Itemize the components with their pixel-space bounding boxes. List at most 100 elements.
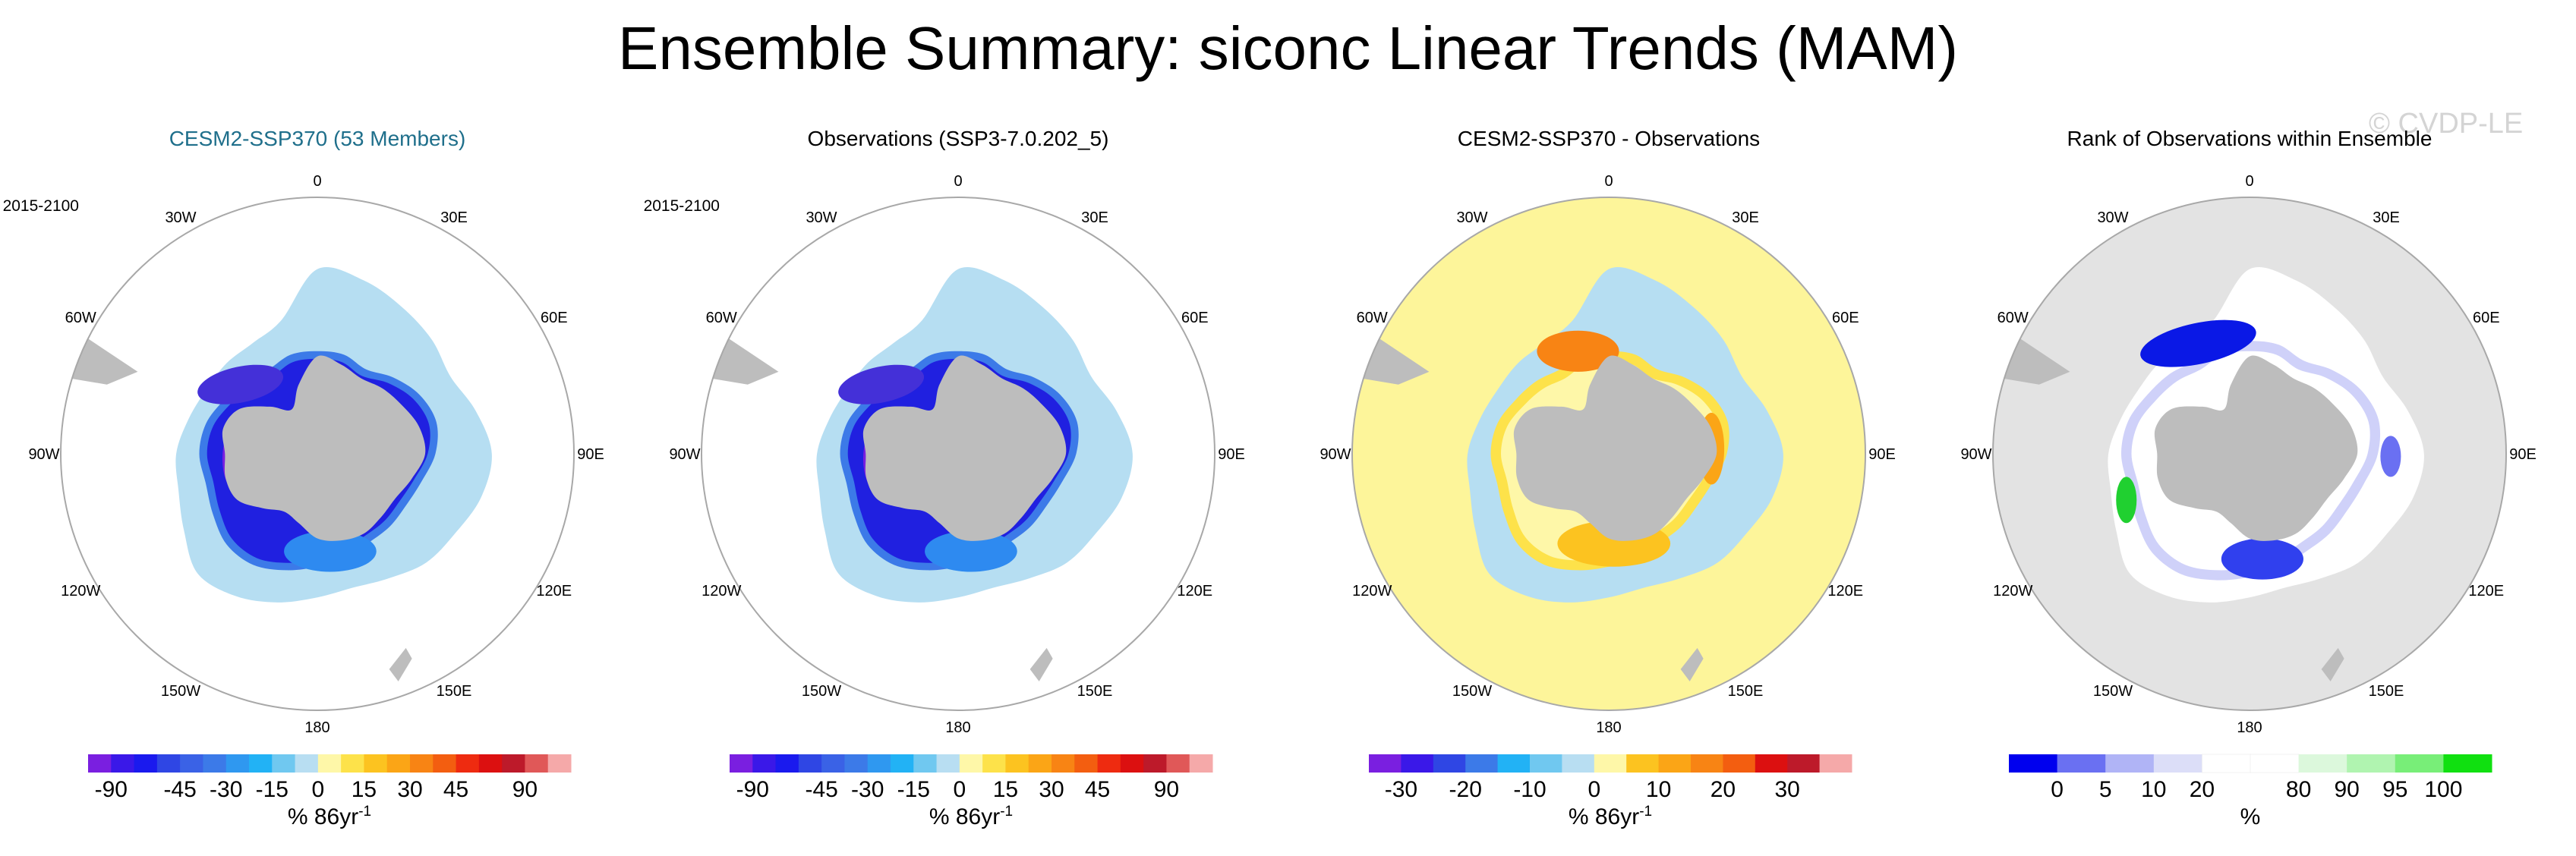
lon-label: 150W: [161, 683, 200, 700]
weddell-rank-low: [2140, 319, 2256, 367]
colorbar-swatch: [1052, 754, 1075, 773]
colorbar-swatch: [2395, 754, 2444, 773]
colorbar-tick-label: 15: [993, 777, 1018, 802]
colorbar-swatch: [1028, 754, 1052, 773]
period-label: 2015-2100: [3, 197, 79, 215]
colorbar-tick-label: 0: [312, 777, 325, 802]
map-panel-2: Observations (SSP3-7.0.202_5) 2015-2100 0 3…: [644, 127, 1245, 829]
colorbar-swatch: [1401, 754, 1434, 773]
lon-label: 0: [1604, 173, 1613, 190]
colorbar-swatch: [1530, 754, 1562, 773]
colorbar-swatch: [1594, 754, 1627, 773]
colorbar-swatch: [1189, 754, 1213, 773]
lon-label: 60W: [1357, 310, 1388, 326]
lon-label: 180: [2237, 719, 2262, 736]
east-rank-low: [2380, 436, 2401, 477]
lon-label: 90E: [1218, 446, 1245, 463]
colorbar-swatch: [456, 754, 480, 773]
lon-label: 120E: [2468, 583, 2504, 600]
colorbar-swatch: [1562, 754, 1595, 773]
colorbar-swatch: [775, 754, 799, 773]
colorbar-tick-label: 0: [1588, 777, 1600, 802]
map-panel-3: CESM2-SSP370 - Observations 0 30E 60E 90E 120…: [1320, 127, 1895, 829]
lon-label: 90E: [577, 446, 604, 463]
lon-label: 30W: [806, 209, 837, 226]
colorbar-tick-label: 20: [1711, 777, 1736, 802]
colorbar-swatch: [2298, 754, 2347, 773]
figure-title: Ensemble Summary: siconc Linear Trends (…: [618, 14, 1958, 82]
colorbar-tick-label: 15: [352, 777, 377, 802]
antarctica-land: [2154, 355, 2358, 541]
lon-label: 180: [1596, 719, 1621, 736]
new-zealand-land: [2321, 647, 2344, 681]
colorbar-swatch: [249, 754, 273, 773]
colorbar-tick-label: 100: [2424, 777, 2462, 802]
colorbar-tick-label: 20: [2190, 777, 2215, 802]
colorbar-swatch: [867, 754, 891, 773]
colorbar-tick-label: 90: [1154, 777, 1179, 802]
colorbar-swatch: [410, 754, 434, 773]
colorbar-units: %: [2240, 804, 2261, 829]
colorbar-swatch: [386, 754, 411, 773]
units-superscript: -1: [1639, 804, 1652, 820]
lon-label: 0: [954, 173, 962, 190]
map-panel-1: CESM2-SSP370 (53 Members) 2015-2100 0 30E 60…: [3, 127, 604, 829]
colorbar-swatch: [982, 754, 1006, 773]
map-boundary: [60, 197, 575, 711]
lon-label: 120W: [61, 583, 100, 600]
units-superscript: -1: [358, 804, 371, 820]
antarctica-land: [1513, 355, 1717, 541]
map-boundary: [1351, 197, 1866, 711]
colorbar-swatch: [1166, 754, 1190, 773]
lon-label: 90E: [1868, 446, 1896, 463]
sea-ice-field: [1993, 266, 2424, 681]
sea-ice-field: [61, 266, 492, 681]
lon-label: 90W: [669, 446, 700, 463]
colorbar-swatch: [1819, 754, 1852, 773]
lon-label: 150E: [1728, 683, 1764, 700]
colorbar-tick-label: -30: [210, 777, 242, 802]
colorbar-tick-label: -90: [95, 777, 128, 802]
colorbar-swatch: [525, 754, 549, 773]
lon-label: 90W: [1320, 446, 1351, 463]
colorbar-swatch: [295, 754, 319, 773]
colorbar-swatch: [1755, 754, 1788, 773]
colorbar-swatch: [502, 754, 525, 773]
lon-label: 60E: [1832, 310, 1859, 326]
lon-label: 150W: [2093, 683, 2133, 700]
colorbar-swatch: [936, 754, 960, 773]
colorbar-swatch: [2202, 754, 2251, 773]
colorbar-tick-label: 45: [1085, 777, 1110, 802]
map-boundary: [701, 197, 1215, 711]
new-zealand-land: [389, 647, 412, 681]
lon-label: 30W: [165, 209, 196, 226]
lon-label: 150E: [2369, 683, 2404, 700]
colorbar-tick-label: -30: [1385, 777, 1417, 802]
colorbar-swatch: [1723, 754, 1756, 773]
lon-label: 150E: [437, 683, 472, 700]
new-zealand-land: [1029, 647, 1053, 681]
lon-label: 30W: [1456, 209, 1487, 226]
colorbar-swatch: [1626, 754, 1660, 773]
map-boundary: [1992, 197, 2507, 711]
colorbar-tick-label: -30: [851, 777, 884, 802]
colorbar-swatch: [1097, 754, 1121, 773]
weddell-decline: [838, 364, 925, 404]
sea-ice-field: [1352, 266, 1783, 681]
colorbar-swatch: [341, 754, 364, 773]
colorbar-swatch: [798, 754, 822, 773]
lon-label: 150W: [1452, 683, 1492, 700]
colorbar-swatch: [317, 754, 342, 773]
colorbar-tick-label: 90: [2335, 777, 2360, 802]
colorbar-swatch: [1433, 754, 1466, 773]
colorbar-swatch: [2153, 754, 2202, 773]
panel-title: CESM2-SSP370 (53 Members): [169, 127, 466, 150]
colorbar-tick-label: 30: [1039, 777, 1064, 802]
watermark: © CVDP-LE: [2369, 108, 2524, 140]
colorbar-tick-label: 30: [397, 777, 422, 802]
colorbar-tick-label: 10: [1646, 777, 1671, 802]
colorbar-swatch: [1369, 754, 1402, 773]
colorbar-tick-label: -20: [1449, 777, 1482, 802]
weddell-decline: [197, 364, 284, 404]
lon-label: 30E: [2373, 209, 2400, 226]
